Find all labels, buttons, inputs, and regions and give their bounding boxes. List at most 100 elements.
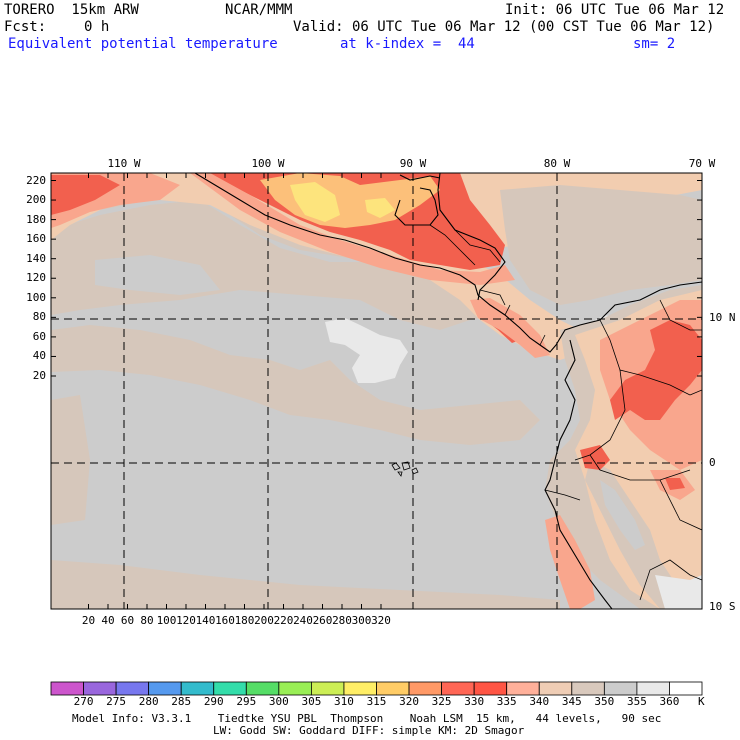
- red-colombia: [610, 320, 702, 420]
- yellow-mexico-2: [365, 198, 395, 218]
- colorbar-cell: [473, 681, 508, 696]
- salmon-mexico: [190, 173, 515, 285]
- axis-ticks: [51, 173, 702, 609]
- colorbar-cell: [83, 681, 117, 696]
- lat-label: 0: [709, 456, 716, 469]
- smoothing-value: sm= 2: [633, 36, 676, 52]
- colorbar-label: 305: [301, 695, 322, 708]
- colorbar-label: 295: [236, 695, 257, 708]
- colorbar-cell: [636, 681, 670, 696]
- grid-x-label: 80: [140, 614, 154, 627]
- tan-band-north: [51, 200, 520, 330]
- organization-label: NCAR/MMM: [225, 2, 293, 18]
- gray-andes: [600, 480, 645, 550]
- model-info: Model Info: V3.3.1 Tiedtke YSU PBL Thomp…: [72, 712, 662, 725]
- map-field: [51, 173, 702, 609]
- yellow-mexico: [290, 182, 340, 222]
- colorbar-cell: [376, 681, 410, 696]
- grid-y-label: 200: [26, 193, 46, 207]
- grid-y-label: 160: [26, 232, 46, 246]
- grid-x-label: 320: [371, 614, 391, 627]
- grid-y-label: 120: [26, 271, 46, 285]
- lat-label: 10 S: [709, 600, 736, 613]
- colorbar-label: 330: [464, 695, 485, 708]
- grid-x-label: 120: [176, 614, 196, 627]
- colorbar-label: 350: [594, 695, 615, 708]
- grid-y-label: 40: [32, 349, 46, 363]
- map-frame: [50, 172, 703, 610]
- colorbar-label: 280: [138, 695, 159, 708]
- colorbar-label: 275: [106, 695, 127, 708]
- colorbar-cell: [213, 681, 247, 696]
- gray-patch: [95, 255, 220, 295]
- colorbar-cell: [148, 681, 182, 696]
- colorbar: [50, 681, 703, 696]
- light-south: [655, 575, 702, 609]
- grid-x-label: 280: [332, 614, 352, 627]
- grid-y-label: 220: [26, 173, 46, 187]
- field-name: Equivalent potential temperature: [8, 36, 278, 52]
- colorbar-label: 360: [659, 695, 680, 708]
- salmon-costarica: [470, 298, 550, 358]
- colorbar-label: 270: [73, 695, 94, 708]
- lon-label: 110 W: [107, 157, 141, 170]
- colorbar-unit: K: [698, 695, 705, 708]
- grid-x-label: 160: [215, 614, 235, 627]
- physics-info: LW: Godd SW: Goddard DIFF: simple KM: 2D…: [213, 724, 525, 737]
- colorbar-label: 285: [171, 695, 192, 708]
- light-patch: [325, 318, 408, 383]
- grid-x-label: 240: [293, 614, 313, 627]
- level-index: at k-index = 44: [340, 36, 475, 52]
- colorbar-label: 345: [561, 695, 582, 708]
- colorbar-cell: [408, 681, 442, 696]
- grid-x-label: 40: [101, 614, 115, 627]
- red-nw: [51, 175, 120, 215]
- tan-south: [51, 560, 560, 609]
- grid-x-label: 220: [273, 614, 294, 627]
- colorbar-cell: [571, 681, 605, 696]
- colorbar-label: 325: [431, 695, 452, 708]
- grid-y-label: 20: [32, 369, 46, 382]
- grid-x-label: 180: [234, 614, 255, 627]
- grid-y-label: 80: [32, 310, 46, 324]
- tan-caribbean: [500, 185, 702, 305]
- colorbar-label: 315: [366, 695, 387, 708]
- graticule: [51, 173, 702, 609]
- grid-y-label: 60: [32, 329, 46, 343]
- colorbar-cell: [538, 681, 573, 696]
- tan-central: [51, 325, 540, 445]
- colorbar-cell: [603, 681, 638, 696]
- colorbar-label: 335: [496, 695, 517, 708]
- borders: [429, 224, 702, 601]
- red-peru-east: [665, 478, 685, 490]
- colorbar-label: 300: [268, 695, 289, 708]
- grid-y-label: 140: [26, 251, 46, 265]
- init-time: Init: 06 UTC Tue 06 Mar 12: [505, 2, 725, 18]
- colorbar-cell: [180, 681, 215, 696]
- grid-x-label: 60: [120, 614, 135, 627]
- forecast-label: Fcst:: [4, 19, 47, 35]
- colorbar-label: 290: [203, 695, 224, 708]
- grid-y-label: 180: [26, 212, 46, 226]
- colorbar-cell: [506, 681, 540, 696]
- model-title: TORERO 15km ARW: [4, 2, 139, 18]
- colorbar-cell: [278, 681, 312, 696]
- lon-label: 70 W: [688, 157, 716, 170]
- forecast-hour: 0 h: [84, 19, 110, 35]
- colorbar-cell: [50, 681, 84, 696]
- colorbar-label: 310: [334, 695, 354, 708]
- coastlines: [194, 173, 702, 609]
- grid-x-label: 260: [312, 614, 333, 627]
- colorbar-cell: [343, 681, 377, 696]
- red-ecuador: [580, 445, 610, 470]
- grid-x-label: 300: [351, 614, 372, 627]
- lat-label: 10 N: [709, 311, 736, 324]
- grid-x-label: 20: [81, 614, 96, 627]
- colorbar-cell: [441, 681, 475, 696]
- colorbar-label: 355: [626, 695, 647, 708]
- grid-x-label: 200: [254, 614, 274, 627]
- valid-time: Valid: 06 UTC Tue 06 Mar 12 (00 CST Tue …: [293, 19, 715, 35]
- grid-x-label: 140: [195, 614, 216, 627]
- colorbar-cell: [669, 681, 703, 696]
